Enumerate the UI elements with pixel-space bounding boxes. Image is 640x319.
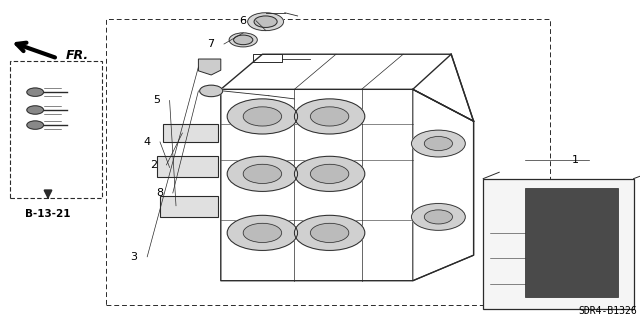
Circle shape <box>412 204 465 230</box>
Text: B-13-21: B-13-21 <box>25 209 71 219</box>
Bar <box>157 156 218 177</box>
Text: 1: 1 <box>572 155 579 165</box>
Circle shape <box>412 130 465 157</box>
Circle shape <box>27 121 44 129</box>
Circle shape <box>254 16 277 27</box>
Bar <box>483 179 634 309</box>
Circle shape <box>294 156 365 191</box>
Circle shape <box>227 215 298 250</box>
Circle shape <box>294 99 365 134</box>
Circle shape <box>310 164 349 183</box>
Bar <box>525 188 618 297</box>
Circle shape <box>310 223 349 242</box>
Circle shape <box>248 13 284 31</box>
Circle shape <box>227 156 298 191</box>
Circle shape <box>234 35 253 45</box>
Text: 3: 3 <box>131 252 138 262</box>
Circle shape <box>424 210 452 224</box>
Text: 5: 5 <box>153 95 160 106</box>
Bar <box>10 61 102 198</box>
Circle shape <box>27 88 44 96</box>
Text: 2: 2 <box>150 160 157 170</box>
Circle shape <box>229 33 257 47</box>
Bar <box>160 196 218 217</box>
Circle shape <box>243 164 282 183</box>
Circle shape <box>243 223 282 242</box>
Text: 7: 7 <box>207 39 214 49</box>
Text: FR.: FR. <box>66 49 89 62</box>
Text: SDR4-B1326: SDR4-B1326 <box>578 306 637 316</box>
Circle shape <box>200 85 223 97</box>
Text: 4: 4 <box>143 137 150 147</box>
Text: 8: 8 <box>156 188 163 198</box>
Circle shape <box>294 215 365 250</box>
Circle shape <box>424 137 452 151</box>
Circle shape <box>243 107 282 126</box>
Bar <box>163 124 218 142</box>
Text: 6: 6 <box>239 16 246 26</box>
Bar <box>106 19 550 305</box>
Circle shape <box>27 106 44 114</box>
Circle shape <box>310 107 349 126</box>
Polygon shape <box>198 59 221 75</box>
Circle shape <box>227 99 298 134</box>
